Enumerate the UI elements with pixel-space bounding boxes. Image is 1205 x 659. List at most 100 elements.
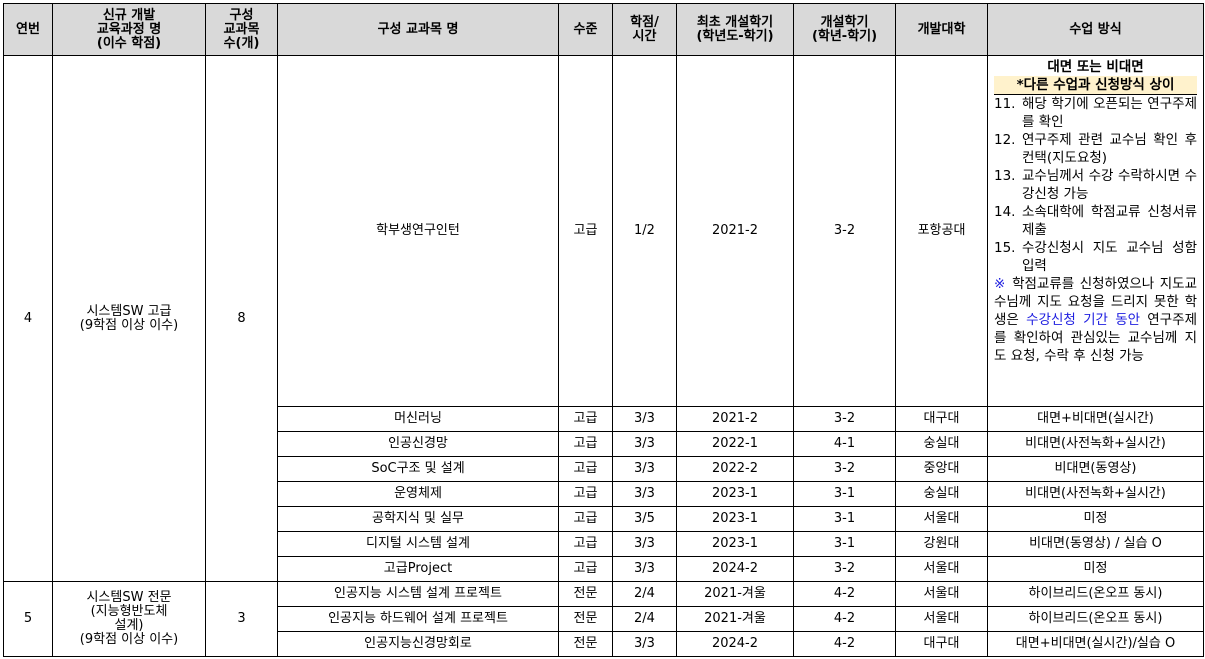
curriculum-name-line: (지능형반도체 (90, 604, 168, 619)
curriculum-name-line: 설계) (114, 618, 144, 633)
course-name: 공학지식 및 실무 (277, 506, 559, 532)
course-name: 고급Project (277, 556, 559, 582)
column-header: 구성 교과목 수(개) (205, 3, 278, 56)
column-header: 최초 개설학기 (학년도-학기) (676, 3, 794, 56)
table-row: 인공신경망 고급 3/3 2022-1 4-1 숭실대 비대면(사전녹화+실시간) (4, 431, 1204, 457)
first-semester: 2021-겨울 (676, 581, 794, 607)
level: 고급 (558, 531, 613, 557)
class-method: 미정 (987, 506, 1204, 532)
class-method: 미정 (987, 556, 1204, 582)
row-number: 4 (3, 55, 53, 582)
first-semester: 2021-겨울 (676, 606, 794, 632)
semester: 4-2 (793, 631, 896, 657)
class-method: 비대면(사전녹화+실시간) (987, 481, 1204, 507)
class-method: 하이브리드(온오프 동시) (987, 581, 1204, 607)
semester: 3-1 (793, 506, 896, 532)
first-semester: 2022-2 (676, 456, 794, 482)
column-header: 신규 개발 교육과정 명 (이수 학점) (52, 3, 206, 56)
credit-hours: 3/3 (612, 531, 677, 557)
step-text: 교수님께서 수강 수락하시면 수강신청 가능 (1022, 168, 1197, 202)
credit-hours: 3/3 (612, 406, 677, 432)
semester: 3-2 (793, 55, 896, 407)
credit-hours: 3/3 (612, 631, 677, 657)
course-count: 8 (205, 55, 278, 582)
university: 숭실대 (895, 481, 988, 507)
step-item: 15. 수강신청시 지도 교수님 성함 입력 (994, 239, 1197, 275)
level: 고급 (558, 556, 613, 582)
column-header: 개설학기 (학년-학기) (793, 3, 896, 56)
method-title: 대면 또는 비대면 (1047, 59, 1144, 75)
level: 고급 (558, 456, 613, 482)
university: 포항공대 (895, 55, 988, 407)
level: 고급 (558, 431, 613, 457)
row-number: 5 (3, 581, 53, 657)
first-semester: 2024-2 (676, 631, 794, 657)
step-item: 14. 소속대학에 학점교류 신청서류 제출 (994, 203, 1197, 239)
warning-highlight: 수강신청 기간 동안 (1026, 312, 1141, 328)
table-row: 디지털 시스템 설계 고급 3/3 2023-1 3-1 강원대 비대면(동영상) / 실습… (4, 531, 1204, 557)
table-row: 5 시스템SW 전문 (지능형반도체 설계) (9학점 이상 이수) 3 인공지능 시스템 … (3, 581, 1204, 657)
first-semester: 2024-2 (676, 556, 794, 582)
curriculum-name-line: 시스템SW 고급 (86, 303, 172, 319)
semester: 4-2 (793, 606, 896, 632)
level: 고급 (558, 481, 613, 507)
step-number: 11. (994, 96, 1016, 112)
semester: 4-1 (793, 431, 896, 457)
table-row: 4 시스템SW 고급 (9학점 이상 이수) 8 학부생연구인턴 고급 1/2 2021-2 3… (3, 55, 1204, 582)
column-header: 학점/시간 (612, 3, 677, 56)
course-name: 학부생연구인턴 (277, 55, 559, 407)
level: 전문 (558, 631, 613, 657)
curriculum-name-line: (9학점 이상 이수) (79, 632, 179, 647)
course-name: 인공신경망 (277, 431, 559, 457)
column-header: 개발대학 (895, 3, 988, 56)
column-header: 연번 (3, 3, 53, 56)
university: 서울대 (895, 581, 988, 607)
header-row: 연번 신규 개발 교육과정 명 (이수 학점) 구성 교과목 수(개) 구성 교과목 명 수준 학… (3, 3, 1204, 56)
credit-hours: 3/3 (612, 481, 677, 507)
warning-text-end: 연구주제를 확인하여 관심있는 교수님께 지도 요청, 수락 후 신청 가능 (994, 312, 1197, 364)
step-number: 12. (994, 132, 1016, 148)
semester: 3-2 (793, 456, 896, 482)
credit-hours: 3/3 (612, 556, 677, 582)
semester: 3-1 (793, 481, 896, 507)
level: 고급 (558, 506, 613, 532)
curriculum-name: 시스템SW 전문 (지능형반도체 설계) (9학점 이상 이수) (52, 581, 206, 657)
credit-hours: 2/4 (612, 581, 677, 607)
level: 전문 (558, 581, 613, 607)
credit-hours: 3/3 (612, 431, 677, 457)
class-method: 비대면(동영상) (987, 456, 1204, 482)
step-item: 12. 연구주제 관련 교수님 확인 후 컨택(지도요청) (994, 131, 1197, 167)
method-note: *다른 수업과 신청방식 상이 (994, 76, 1197, 95)
step-text: 연구주제 관련 교수님 확인 후 컨택(지도요청) (1022, 132, 1197, 166)
table-row: 인공지능신경망회로 전문 3/3 2024-2 4-2 대구대 대면+비대면(실시간)/실습… (4, 631, 1204, 657)
step-item: 11. 해당 학기에 오픈되는 연구주제를 확인 (994, 95, 1197, 131)
warning-text: 학점교류를 신청하였으나 지도교수님께 지도 요청을 드리지 못한 학생은 (994, 276, 1197, 328)
first-semester: 2022-1 (676, 431, 794, 457)
class-method: 대면+비대면(실시간)/실습 O (987, 631, 1204, 657)
course-name: 운영체제 (277, 481, 559, 507)
step-text: 소속대학에 학점교류 신청서류 제출 (1022, 204, 1197, 238)
level: 고급 (558, 406, 613, 432)
course-name: 인공지능 하드웨어 설계 프로젝트 (277, 606, 559, 632)
column-header: 수업 방식 (987, 3, 1204, 56)
university: 숭실대 (895, 431, 988, 457)
step-number: 15. (994, 240, 1016, 256)
class-method: 비대면(사전녹화+실시간) (987, 431, 1204, 457)
class-method: 대면+비대면(실시간) (987, 406, 1204, 432)
level: 전문 (558, 606, 613, 632)
course-table: 연번 신규 개발 교육과정 명 (이수 학점) 구성 교과목 수(개) 구성 교과목 명 수준 학… (3, 3, 1204, 657)
table-row: 운영체제 고급 3/3 2023-1 3-1 숭실대 비대면(사전녹화+실시간) (4, 481, 1204, 507)
column-header: 수준 (558, 3, 613, 56)
course-name: 인공지능신경망회로 (277, 631, 559, 657)
semester: 3-2 (793, 406, 896, 432)
warning-note: ※ 학점교류를 신청하였으나 지도교수님께 지도 요청을 드리지 못한 학생은 … (994, 275, 1197, 365)
credit-hours: 3/3 (612, 456, 677, 482)
university: 대구대 (895, 631, 988, 657)
step-text: 해당 학기에 오픈되는 연구주제를 확인 (1022, 96, 1197, 130)
course-name: 인공지능 시스템 설계 프로젝트 (277, 581, 559, 607)
university: 서울대 (895, 556, 988, 582)
course-count: 3 (205, 581, 278, 657)
class-method: 대면 또는 비대면 *다른 수업과 신청방식 상이 11. 해당 학기에 오픈되는 연… (987, 55, 1204, 407)
class-method: 하이브리드(온오프 동시) (987, 606, 1204, 632)
university: 서울대 (895, 606, 988, 632)
